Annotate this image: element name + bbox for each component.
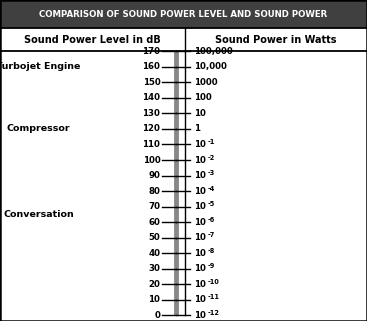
Text: 130: 130 [142,109,160,118]
Text: COMPARISON OF SOUND POWER LEVEL AND SOUND POWER: COMPARISON OF SOUND POWER LEVEL AND SOUN… [39,10,328,19]
Text: 100: 100 [194,93,211,102]
Text: 10: 10 [194,109,206,118]
Text: 1: 1 [194,125,200,134]
Text: -2: -2 [208,155,215,161]
Text: 1000: 1000 [194,78,217,87]
Text: 60: 60 [149,218,160,227]
Text: -3: -3 [208,170,215,176]
Text: 170: 170 [142,47,160,56]
Text: 10: 10 [194,155,206,164]
Text: 10: 10 [194,233,206,242]
Text: -4: -4 [208,186,215,192]
Text: 50: 50 [149,233,160,242]
Text: Compressor: Compressor [7,125,70,134]
Text: 150: 150 [143,78,160,87]
Text: 10: 10 [194,249,206,258]
Text: Sound Power in Watts: Sound Power in Watts [215,35,337,45]
Text: 10: 10 [194,280,206,289]
Text: -10: -10 [208,279,219,285]
Text: 40: 40 [148,249,160,258]
Text: 160: 160 [142,62,160,71]
Text: -9: -9 [208,264,215,269]
Text: 10,000: 10,000 [194,62,227,71]
Text: 0: 0 [155,311,160,320]
Text: 10: 10 [194,295,206,304]
Text: 10: 10 [194,187,206,195]
Text: 100,000: 100,000 [194,47,233,56]
Text: -1: -1 [208,139,215,145]
Text: 30: 30 [149,264,160,273]
Text: -7: -7 [208,232,215,239]
Text: 90: 90 [149,171,160,180]
Text: 10: 10 [194,202,206,211]
Text: Sound Power Level in dB: Sound Power Level in dB [24,35,161,45]
Text: 120: 120 [142,125,160,134]
Text: Conversation: Conversation [3,210,74,219]
Text: 10: 10 [194,218,206,227]
Text: -6: -6 [208,217,215,223]
Text: -12: -12 [208,310,219,316]
Text: 70: 70 [148,202,160,211]
Text: 10: 10 [194,140,206,149]
Text: -11: -11 [208,294,220,300]
Text: Turbojet Engine: Turbojet Engine [0,62,81,71]
Text: 140: 140 [142,93,160,102]
Text: 100: 100 [143,155,160,164]
Text: 110: 110 [142,140,160,149]
Text: 10: 10 [194,171,206,180]
Text: 10: 10 [194,264,206,273]
Text: -5: -5 [208,201,215,207]
Text: 10: 10 [194,311,206,320]
Bar [0,0,367,28]
Text: 10: 10 [149,295,160,304]
Text: -8: -8 [208,248,215,254]
Text: 80: 80 [149,187,160,195]
Text: 20: 20 [149,280,160,289]
